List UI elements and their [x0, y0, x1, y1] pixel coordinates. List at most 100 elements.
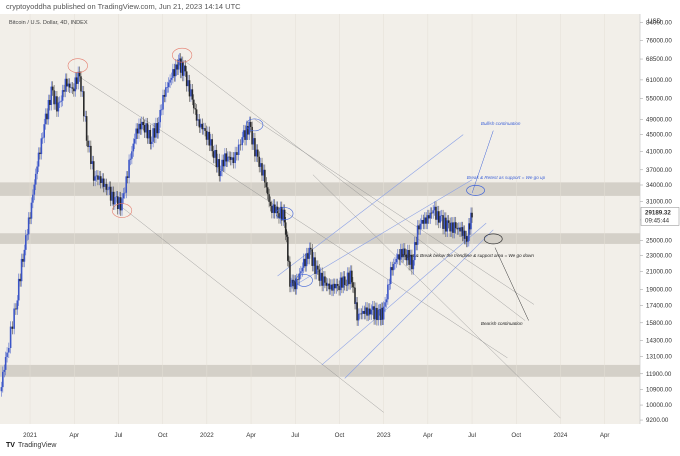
candle [256, 144, 259, 163]
candle [258, 151, 260, 173]
candle-body [343, 276, 346, 285]
candle-body [355, 302, 357, 304]
candle [355, 297, 357, 310]
candle [176, 59, 178, 76]
candle [436, 205, 439, 226]
candle [150, 136, 153, 150]
candle-body [255, 149, 258, 157]
tradingview-logo-icon: TV [6, 442, 15, 449]
candle-body [191, 89, 194, 100]
candle [98, 170, 101, 186]
candle-body [308, 247, 311, 259]
pivot-circle-3 [245, 118, 264, 132]
candle [124, 187, 126, 199]
candle-body [457, 227, 460, 230]
candle [242, 124, 245, 143]
candle-body [40, 138, 43, 155]
candle-body [36, 166, 38, 174]
candle [143, 119, 146, 138]
candle [364, 302, 367, 320]
candle [228, 151, 230, 163]
candle [33, 179, 36, 201]
candle-body [321, 272, 323, 286]
candle [178, 53, 181, 66]
candle [39, 147, 41, 160]
candle-body [324, 276, 326, 283]
candle-body [319, 272, 322, 281]
candle-body [293, 280, 295, 287]
candle-body [17, 278, 20, 301]
candle-body [264, 169, 266, 183]
candle [351, 265, 353, 288]
candle [132, 138, 135, 157]
candle-body [63, 90, 65, 92]
candle [36, 161, 38, 180]
candle-body [440, 215, 443, 216]
candle-body [415, 242, 417, 245]
pivot-circle-0 [67, 58, 88, 74]
candle [138, 118, 140, 139]
candle [58, 96, 61, 108]
price-chart[interactable]: Bullish continuation Break & Retest as su… [0, 14, 680, 456]
candle [142, 116, 145, 131]
candle [329, 279, 332, 295]
candle-body [83, 91, 85, 117]
candle-body [426, 215, 429, 224]
y-tick-label-3: 61000.00 [646, 77, 672, 84]
candle [205, 125, 208, 146]
candle-body [284, 222, 287, 235]
candle-body [190, 89, 192, 97]
candle [396, 249, 399, 265]
candle-body [328, 283, 330, 290]
candle-body [341, 277, 343, 288]
candle [218, 153, 221, 182]
candle [402, 243, 405, 263]
candle-body [198, 119, 201, 128]
candle-body [107, 189, 109, 191]
candle [182, 56, 184, 82]
candle-body [139, 123, 142, 130]
pivot-circle-4 [275, 207, 294, 220]
candle [325, 277, 328, 292]
candle [160, 104, 163, 116]
candle-body [212, 151, 215, 158]
candle [432, 204, 434, 219]
candle [225, 148, 228, 167]
candle [169, 74, 171, 89]
candle [392, 258, 395, 276]
candle-body [352, 282, 354, 288]
candle-body [351, 270, 353, 283]
candle [419, 218, 422, 235]
candle-body [377, 309, 380, 321]
candle-body [456, 228, 458, 230]
candle-body [97, 175, 99, 180]
candle-body [228, 156, 230, 158]
candle-body [449, 222, 451, 232]
candle-body [446, 220, 449, 232]
time-axis-background [0, 424, 680, 456]
candle [43, 118, 45, 144]
y-tick-label-20: 11900.00 [646, 371, 672, 378]
pivot-circle-1 [111, 203, 133, 218]
candle [51, 81, 54, 96]
candle-body [398, 254, 401, 260]
x-tick-label-7: Oct [335, 432, 345, 439]
candle-body [11, 326, 14, 329]
candle [74, 72, 77, 97]
bearish-continuation-label: Bearish continuation [481, 321, 523, 326]
candle-body [131, 151, 133, 159]
candle-body [356, 302, 358, 321]
candle [198, 114, 201, 133]
candle [146, 117, 149, 144]
candle-body [225, 153, 228, 162]
candle-body [81, 91, 84, 92]
candle [163, 89, 166, 103]
candle [128, 154, 130, 184]
candle-body [75, 77, 78, 84]
candle-body [80, 76, 82, 92]
candle [361, 305, 364, 320]
candle [188, 74, 191, 102]
candle-body [87, 140, 89, 148]
candle-body [61, 90, 64, 101]
candle [60, 95, 62, 108]
